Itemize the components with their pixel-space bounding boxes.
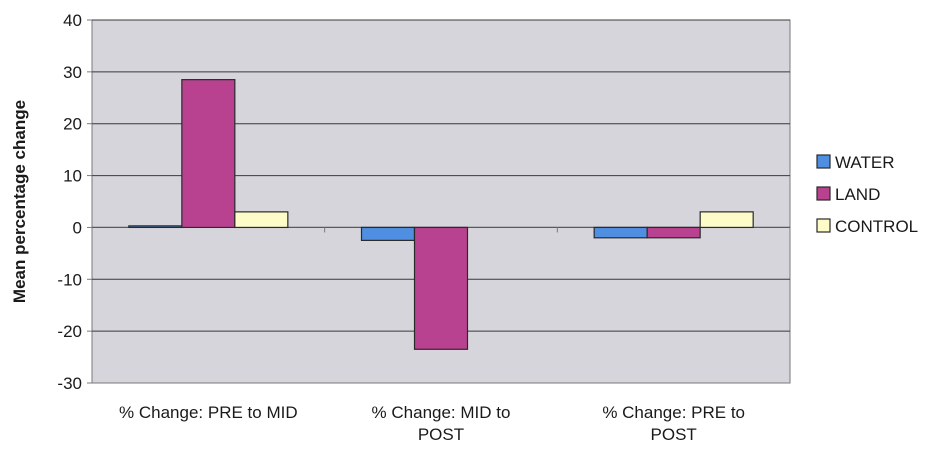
- bar-control: [234, 211, 289, 229]
- legend-label-water: WATER: [835, 153, 895, 172]
- legend-swatch-water: [816, 154, 831, 169]
- y-tick-label: 30: [63, 63, 82, 82]
- x-category-label: % Change: PRE to MID: [119, 403, 298, 422]
- bars: [128, 79, 754, 350]
- x-category-label: % Change: MID to: [372, 403, 511, 422]
- tick-labels: 40 30 20 10 0 -10 -20 -30 % Change: PRE to MID % …: [57, 11, 745, 444]
- y-tick-label: 10: [63, 167, 82, 186]
- x-category-label: POST: [651, 425, 697, 444]
- bar-water: [360, 226, 416, 241]
- bar-land: [646, 226, 701, 239]
- y-tick-label: -10: [57, 270, 82, 289]
- y-tick-label: 20: [63, 115, 82, 134]
- x-category-label: % Change: PRE to: [602, 403, 745, 422]
- bar-control: [699, 211, 754, 229]
- y-tick-label: 0: [73, 218, 82, 237]
- legend: WATER LAND CONTROL: [816, 153, 918, 236]
- bar-water: [593, 226, 648, 239]
- legend-swatch-control: [816, 218, 831, 233]
- y-tick-label: -20: [57, 322, 82, 341]
- legend-label-land: LAND: [835, 185, 880, 204]
- legend-swatch-land: [816, 186, 831, 201]
- x-category-label: POST: [418, 425, 464, 444]
- y-axis-label: Mean percentage change: [10, 100, 29, 303]
- y-tick-label: -30: [57, 374, 82, 393]
- bar-water: [128, 225, 183, 229]
- legend-label-control: CONTROL: [835, 217, 918, 236]
- bar-land: [181, 79, 236, 229]
- y-tick-label: 40: [63, 11, 82, 30]
- bar-land: [413, 226, 469, 350]
